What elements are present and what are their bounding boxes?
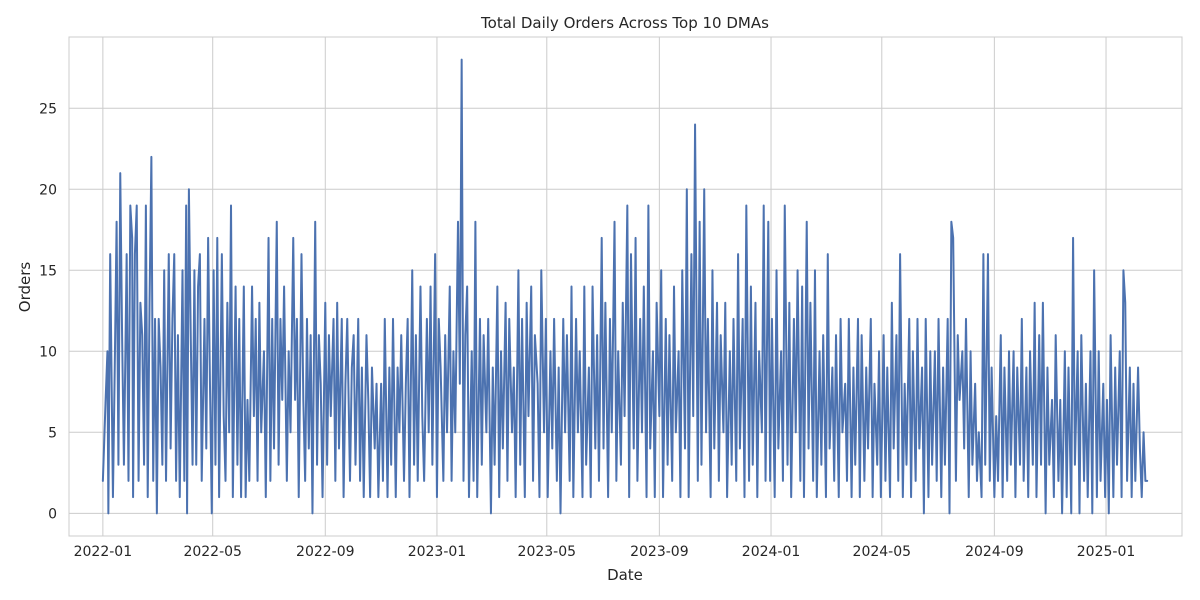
x-axis-title: Date bbox=[607, 566, 643, 584]
x-tick-label: 2022-05 bbox=[183, 544, 242, 560]
x-tick-label: 2022-01 bbox=[74, 544, 133, 560]
y-tick-label: 20 bbox=[39, 182, 57, 198]
x-tick-label: 2025-01 bbox=[1077, 544, 1136, 560]
x-tick-label: 2022-09 bbox=[296, 544, 355, 560]
y-axis-title: Orders bbox=[16, 262, 34, 313]
x-tick-label: 2024-09 bbox=[965, 544, 1024, 560]
x-tick-label: 2024-05 bbox=[853, 544, 912, 560]
x-tick-label: 2023-05 bbox=[518, 544, 577, 560]
series-line bbox=[101, 58, 1149, 515]
x-tick-labels: 2022-01 2022-05 2022-09 2023-01 2023-05 2023-… bbox=[74, 544, 1136, 560]
x-tick-label: 2023-01 bbox=[408, 544, 467, 560]
y-tick-label: 15 bbox=[39, 263, 57, 279]
y-tick-label: 25 bbox=[39, 101, 57, 117]
y-tick-labels: 0 5 10 15 20 25 bbox=[39, 101, 57, 522]
y-tick-label: 5 bbox=[48, 425, 57, 441]
y-tick-label: 10 bbox=[39, 344, 57, 360]
chart-title: Total Daily Orders Across Top 10 DMAs bbox=[480, 14, 769, 32]
y-tick-label: 0 bbox=[48, 506, 57, 522]
x-tick-label: 2023-09 bbox=[630, 544, 689, 560]
series-layer bbox=[101, 58, 1149, 515]
x-tick-label: 2024-01 bbox=[742, 544, 801, 560]
